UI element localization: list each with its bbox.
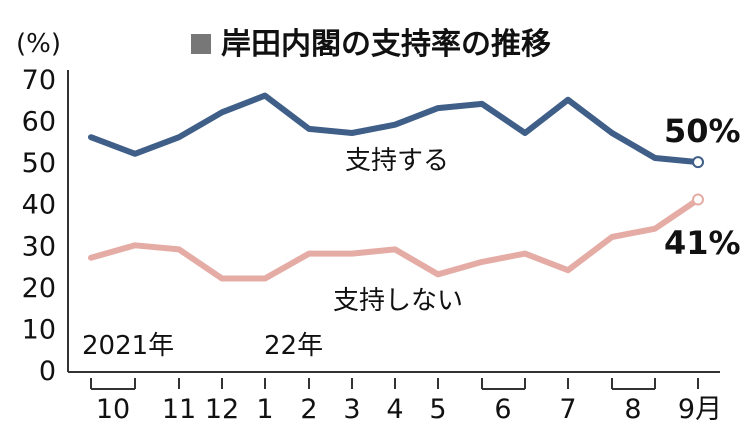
end-label-support: 50% bbox=[664, 112, 741, 150]
y-tick-label: 20 bbox=[22, 273, 56, 304]
x-tick-label: 8 bbox=[624, 394, 641, 425]
y-tick-label: 10 bbox=[22, 314, 56, 345]
x-tick-label: 6 bbox=[494, 394, 511, 425]
x-tick-label: 3 bbox=[343, 394, 360, 425]
y-tick-label: 40 bbox=[22, 190, 56, 221]
x-tick-label: 10 bbox=[96, 394, 130, 425]
y-tick-label: 60 bbox=[22, 107, 56, 138]
series-end-point-1 bbox=[692, 193, 704, 206]
x-tick-label: 1 bbox=[256, 394, 273, 425]
y-tick-label: 30 bbox=[22, 231, 56, 262]
series-label-nonsupport: 支持しない bbox=[333, 286, 463, 316]
y-tick-label: 70 bbox=[22, 65, 56, 96]
y-axis-unit-label: (%) bbox=[16, 29, 61, 59]
x-tick-labels: 10 11 12 1 2 3 4 5 6 7 8 9月 bbox=[96, 394, 722, 425]
series-line-0 bbox=[88, 92, 701, 166]
x-tick-label: 5 bbox=[429, 394, 446, 425]
y-tick-label: 0 bbox=[39, 356, 56, 387]
x-tick-label: 9月 bbox=[678, 394, 722, 425]
y-tick-labels: 0 10 20 30 40 50 60 70 bbox=[22, 65, 56, 387]
series-label-support: 支持する bbox=[345, 146, 449, 176]
x-tick-label: 7 bbox=[559, 394, 576, 425]
series-line-1 bbox=[88, 196, 701, 282]
y-tick-label: 50 bbox=[22, 148, 56, 179]
year-label-22: 22年 bbox=[264, 331, 323, 361]
chart-title: 岸田内閣の支持率の推移 bbox=[191, 27, 551, 62]
x-tick-label: 2 bbox=[300, 394, 317, 425]
x-tick-label: 4 bbox=[386, 394, 403, 425]
cube-icon bbox=[191, 34, 211, 54]
x-tick-label: 12 bbox=[205, 394, 239, 425]
chart-title-text: 岸田内閣の支持率の推移 bbox=[221, 27, 551, 62]
x-month-brackets bbox=[90, 378, 699, 390]
series-lines bbox=[88, 92, 704, 282]
end-label-nonsupport: 41% bbox=[664, 224, 741, 262]
series-end-point-0 bbox=[692, 156, 704, 169]
x-tick-label: 11 bbox=[162, 394, 196, 425]
year-label-2021: 2021年 bbox=[82, 331, 174, 361]
